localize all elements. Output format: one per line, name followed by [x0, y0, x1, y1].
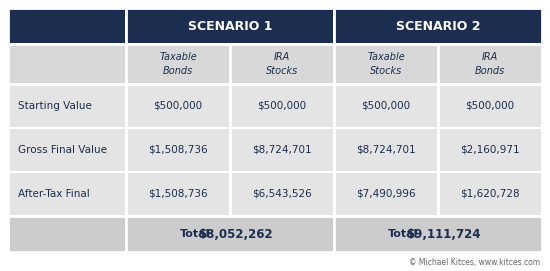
- Bar: [334, 8, 542, 44]
- Text: $500,000: $500,000: [361, 101, 410, 111]
- Bar: [334, 216, 542, 252]
- Bar: [230, 44, 334, 84]
- Text: Taxable
Bonds: Taxable Bonds: [159, 52, 197, 76]
- Text: Starting Value: Starting Value: [18, 101, 92, 111]
- Text: $8,724,701: $8,724,701: [252, 145, 312, 155]
- Bar: [8, 84, 126, 216]
- Text: SCENARIO 2: SCENARIO 2: [396, 20, 480, 33]
- Text: $1,508,736: $1,508,736: [148, 189, 208, 199]
- Bar: [126, 84, 230, 216]
- Bar: [334, 44, 438, 84]
- Bar: [8, 8, 126, 44]
- Text: Taxable
Stocks: Taxable Stocks: [367, 52, 405, 76]
- Text: $9,111,724: $9,111,724: [406, 227, 480, 240]
- Text: $1,620,728: $1,620,728: [460, 189, 520, 199]
- Text: Gross Final Value: Gross Final Value: [18, 145, 107, 155]
- Text: $500,000: $500,000: [257, 101, 306, 111]
- Text: IRA
Stocks: IRA Stocks: [266, 52, 298, 76]
- Text: $2,160,971: $2,160,971: [460, 145, 520, 155]
- Text: $8,052,262: $8,052,262: [197, 227, 272, 240]
- Bar: [334, 84, 438, 216]
- Text: After-Tax Final: After-Tax Final: [18, 189, 90, 199]
- Bar: [438, 44, 542, 84]
- Text: Total: Total: [180, 229, 210, 239]
- Text: SCENARIO 1: SCENARIO 1: [188, 20, 272, 33]
- Text: IRA
Bonds: IRA Bonds: [475, 52, 505, 76]
- Bar: [230, 84, 334, 216]
- Bar: [438, 84, 542, 216]
- Bar: [8, 216, 126, 252]
- Bar: [126, 216, 334, 252]
- Text: $8,724,701: $8,724,701: [356, 145, 416, 155]
- Text: $500,000: $500,000: [153, 101, 202, 111]
- Text: $6,543,526: $6,543,526: [252, 189, 312, 199]
- Bar: [126, 8, 334, 44]
- Text: $500,000: $500,000: [465, 101, 515, 111]
- Text: © Michael Kitces, www.kitces.com: © Michael Kitces, www.kitces.com: [409, 257, 540, 266]
- Bar: [8, 44, 126, 84]
- Bar: [126, 44, 230, 84]
- Text: Total: Total: [388, 229, 418, 239]
- Text: $1,508,736: $1,508,736: [148, 145, 208, 155]
- Text: $7,490,996: $7,490,996: [356, 189, 416, 199]
